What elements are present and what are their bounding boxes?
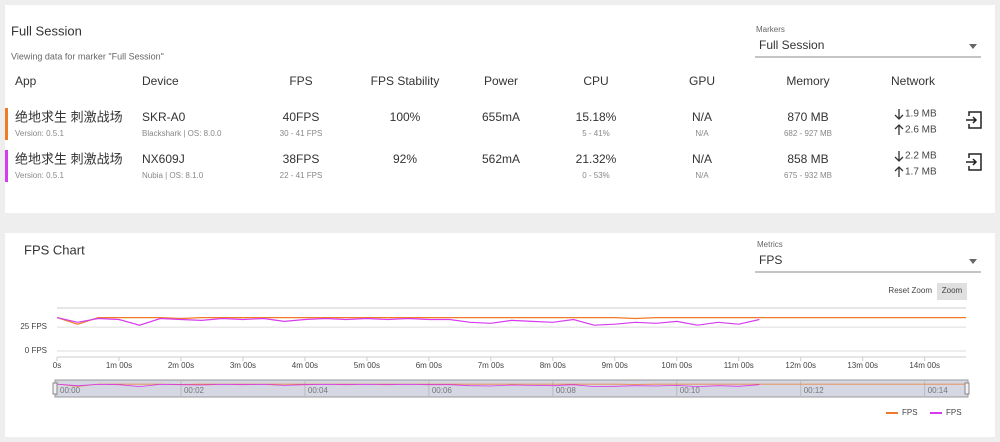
navigator-tick-label: 00:04 [308, 386, 329, 395]
x-tick-label: 4m 00s [292, 361, 318, 370]
cell-stability: 100% [390, 110, 421, 124]
cell-power: 562mA [482, 152, 520, 166]
navigator-handle[interactable] [964, 382, 970, 395]
cell-device-info: Blackshark | OS: 8.0.0 [142, 129, 222, 138]
x-tick-label: 8m 00s [540, 361, 566, 370]
x-tick-label: 5m 00s [354, 361, 380, 370]
x-tick-label: 12m 00s [785, 361, 816, 370]
cell-app: 绝地求生 刺激战场 [15, 109, 123, 124]
navigator-tick-label: 00:08 [556, 386, 577, 395]
cell-fps-range: 22 - 41 FPS [280, 171, 323, 180]
x-tick-label: 14m 00s [909, 361, 940, 370]
cell-cpu-range: 5 - 41% [582, 129, 610, 138]
cell-gpu-sub: N/A [695, 129, 709, 138]
navigator-tick-label: 00:10 [680, 386, 701, 395]
fps-line [56, 317, 966, 325]
cell-gpu: N/A [692, 152, 712, 166]
marker-select[interactable]: Full Session [759, 38, 824, 52]
column-header: Network [891, 74, 936, 88]
session-title: Full Session [11, 23, 82, 38]
cell-stability: 92% [393, 152, 417, 166]
cell-device-info: Nubia | OS: 8.1.0 [142, 171, 204, 180]
cell-device: SKR-A0 [142, 110, 186, 124]
x-tick-label: 2m 00s [168, 361, 194, 370]
cell-version: Version: 0.5.1 [15, 129, 64, 138]
navigator-tick-label: 00:06 [432, 386, 453, 395]
x-tick-label: 3m 00s [230, 361, 256, 370]
navigator-tick-label: 00:12 [804, 386, 825, 395]
navigator-tick-label: 00:00 [60, 386, 81, 395]
column-header: FPS Stability [371, 74, 440, 88]
x-tick-label: 7m 00s [478, 361, 504, 370]
select-arrow[interactable] [969, 259, 977, 264]
x-tick-label: 6m 00s [416, 361, 442, 370]
network-up: 2.6 MB [905, 125, 937, 136]
upload-icon [894, 124, 904, 135]
column-header: GPU [689, 74, 715, 88]
network-up: 1.7 MB [905, 167, 937, 178]
y-tick-label: 0 FPS [25, 346, 47, 355]
markers-label: Markers [756, 25, 785, 34]
cell-memory: 870 MB [787, 110, 828, 124]
x-tick-label: 11m 00s [724, 361, 754, 370]
chart-title: FPS Chart [24, 242, 85, 257]
select-arrow[interactable] [969, 44, 977, 49]
open-details-icon[interactable] [966, 153, 982, 171]
x-tick-label: 1m 00s [106, 361, 132, 370]
legend-label[interactable]: FPS [946, 408, 962, 417]
column-header: Power [484, 74, 518, 88]
cell-device: NX609J [142, 152, 185, 166]
cell-app: 绝地求生 刺激战场 [15, 151, 123, 166]
column-header: Memory [786, 74, 829, 88]
x-tick-label: 10m 00s [661, 361, 692, 370]
navigator-line [56, 383, 760, 388]
cell-power: 655mA [482, 110, 520, 124]
navigator-tick-label: 00:02 [184, 386, 205, 395]
download-icon [894, 109, 904, 120]
x-tick-label: 0s [53, 361, 61, 370]
network-down: 2.2 MB [905, 151, 937, 162]
navigator-tick-label: 00:14 [928, 386, 949, 395]
navigator-line [56, 383, 966, 387]
zoom-button[interactable]: Zoom [942, 286, 963, 295]
cell-memory-range: 682 - 927 MB [784, 129, 832, 138]
x-tick-label: 9m 00s [602, 361, 628, 370]
cell-memory: 858 MB [787, 152, 828, 166]
navigator-handle[interactable] [52, 382, 58, 395]
column-header: CPU [583, 74, 608, 88]
row-color-bar [5, 150, 8, 182]
session-card [5, 5, 995, 213]
cell-memory-range: 675 - 932 MB [784, 171, 832, 180]
row-color-bar [5, 108, 8, 140]
zoom-button-bg[interactable] [937, 283, 967, 300]
cell-fps: 40FPS [283, 110, 320, 124]
metrics-label: Metrics [757, 240, 783, 249]
reset-zoom-button[interactable]: Reset Zoom [888, 286, 932, 295]
column-header: Device [142, 74, 179, 88]
legend-label[interactable]: FPS [902, 408, 918, 417]
open-details-icon[interactable] [966, 111, 982, 129]
cell-fps: 38FPS [283, 152, 320, 166]
cell-gpu-sub: N/A [695, 171, 709, 180]
chart-card [5, 233, 995, 437]
upload-icon [894, 166, 904, 177]
cell-cpu: 21.32% [576, 152, 617, 166]
session-subtitle: Viewing data for marker "Full Session" [11, 51, 164, 61]
cell-version: Version: 0.5.1 [15, 171, 64, 180]
metric-select[interactable]: FPS [759, 253, 782, 267]
x-tick-label: 13m 00s [847, 361, 878, 370]
y-tick-label: 25 FPS [20, 322, 47, 331]
fps-line [56, 317, 760, 326]
cell-fps-range: 30 - 41 FPS [280, 129, 323, 138]
column-header: FPS [289, 74, 312, 88]
network-down: 1.9 MB [905, 109, 937, 120]
column-header: App [15, 74, 37, 88]
download-icon [894, 151, 904, 162]
cell-cpu-range: 0 - 53% [582, 171, 610, 180]
cell-cpu: 15.18% [576, 110, 617, 124]
cell-gpu: N/A [692, 110, 712, 124]
